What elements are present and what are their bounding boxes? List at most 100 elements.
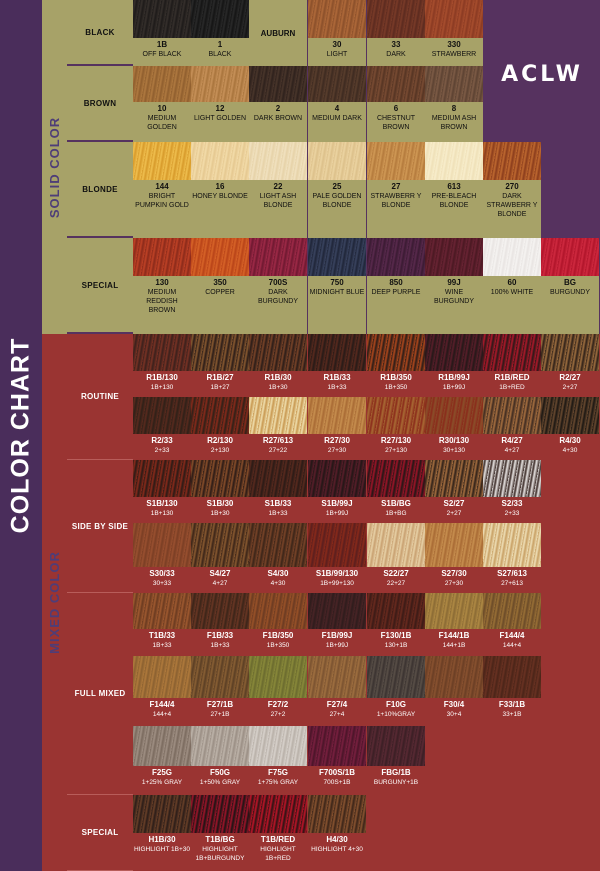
color-code: R1B/27	[206, 373, 234, 382]
color-code: F144/4	[149, 700, 175, 709]
color-swatch-cell: F27/2 27+2	[249, 656, 307, 726]
hair-swatch	[483, 523, 541, 567]
swatch-caption: T1B/33 1B+33	[133, 629, 191, 656]
color-code: F27/1B	[206, 700, 234, 709]
color-name: 2+33	[154, 447, 170, 454]
swatch-caption: R2/33 2+33	[133, 434, 191, 460]
color-swatch-cell: T1B/RED HIGHLIGHT 1B+RED	[249, 795, 307, 871]
hair-swatch	[133, 238, 191, 276]
color-swatch-cell: R2/33 2+33	[133, 397, 191, 460]
color-swatch-cell: S4/27 4+27	[191, 523, 249, 593]
color-swatch-cell: 1 BLACK	[191, 0, 249, 66]
hair-swatch	[191, 334, 249, 371]
hair-swatch	[367, 397, 425, 434]
hair-swatch	[483, 593, 541, 629]
swatch-caption: S27/30 27+30	[425, 567, 483, 593]
color-code: S1B/99/130	[315, 569, 359, 578]
color-swatch-cell: S22/27 22+27	[367, 523, 425, 593]
hair-swatch	[367, 0, 425, 38]
color-code: R2/130	[207, 436, 233, 445]
hair-swatch	[191, 397, 249, 434]
color-code: F1B/350	[262, 631, 294, 640]
color-name: STRAWBERR	[431, 51, 477, 58]
hair-swatch	[367, 238, 425, 276]
color-name: BLACK	[208, 51, 232, 58]
color-name: BURGUNY+1B	[373, 779, 419, 786]
color-swatch-cell: 2 DARK BROWN	[249, 66, 307, 142]
color-name: MEDIUM ASH BROWN	[431, 115, 477, 131]
color-swatch-cell: 30 LIGHT	[308, 0, 366, 66]
color-code: F75G	[267, 768, 288, 777]
swatch-caption: F50G 1+50% GRAY	[191, 766, 249, 795]
color-code: H4/30	[326, 835, 348, 844]
hair-swatch	[541, 334, 599, 371]
swatch-caption: 12 LIGHT GOLDEN	[191, 102, 249, 142]
group-label-special: SPECIAL	[67, 795, 133, 871]
color-name: LIGHT GOLDEN	[194, 115, 246, 122]
color-code: 30	[332, 40, 342, 49]
hair-swatch	[367, 656, 425, 698]
color-name: 130+1B	[384, 642, 408, 649]
hair-swatch	[308, 238, 366, 276]
swatch-caption: R27/613 27+22	[249, 434, 307, 460]
color-name: COPPER	[205, 289, 235, 296]
color-name: MEDIUM REDDISH BROWN	[146, 289, 178, 314]
hair-swatch	[191, 0, 249, 38]
color-code: 330	[447, 40, 461, 49]
swatch-caption: 10 MEDIUM GOLDEN	[133, 102, 191, 142]
color-swatch-cell: S1B/BG 1B+BG	[367, 460, 425, 523]
color-code: 130	[155, 278, 169, 287]
color-name: 27+30	[444, 580, 464, 587]
color-swatch-cell: T1B/BG HIGHLIGHT 1B+BURGUNDY	[191, 795, 249, 871]
color-swatch-cell: 130 MEDIUM REDDISH BROWN	[133, 238, 191, 334]
color-name: MEDIUM DARK	[312, 115, 362, 122]
color-code: 25	[332, 182, 342, 191]
color-code: R1B/RED	[494, 373, 530, 382]
mixed-color-label-text: MIXED COLOR	[47, 551, 63, 654]
color-name: 27+4	[329, 711, 345, 718]
swatch-caption: FBG/1B BURGUNY+1B	[367, 766, 425, 795]
color-name: 144+4	[502, 642, 522, 649]
color-code: 27	[391, 182, 401, 191]
color-swatch-cell: F144/4 144+4	[483, 593, 541, 656]
color-name: 1B+33	[152, 642, 172, 649]
color-swatch-cell: F130/1B 130+1B	[367, 593, 425, 656]
swatch-caption: 8 MEDIUM ASH BROWN	[425, 102, 483, 142]
swatch-caption: R30/130 30+130	[425, 434, 483, 460]
color-name: PALE GOLDEN BLONDE	[312, 193, 362, 209]
color-swatch-cell: R30/130 30+130	[425, 397, 483, 460]
color-swatch-cell: R4/27 4+27	[483, 397, 541, 460]
color-name: HIGHLIGHT 1B+RED	[260, 846, 296, 862]
swatch-caption: 16 HONEY BLONDE	[191, 180, 249, 238]
hair-swatch	[249, 523, 307, 567]
swatch-caption: F27/4 27+4	[308, 698, 366, 726]
color-name: 1+25% GRAY	[141, 779, 183, 786]
color-code: 1B	[156, 40, 168, 49]
hair-swatch	[425, 238, 483, 276]
swatch-caption: 700S DARK BURGUNDY	[249, 276, 307, 334]
hair-swatch	[249, 726, 307, 766]
color-swatch-cell: S2/27 2+27	[425, 460, 483, 523]
color-code: R27/130	[380, 436, 412, 445]
color-name: WINE BURGUNDY	[433, 289, 475, 305]
color-code: 99J	[447, 278, 461, 287]
hair-swatch	[367, 334, 425, 371]
hair-swatch	[249, 334, 307, 371]
color-swatch-cell: 750 MIDNIGHT BLUE	[308, 238, 366, 334]
swatch-caption: S1B/BG 1B+BG	[367, 497, 425, 523]
color-code: S27/30	[441, 569, 467, 578]
solid-color-label-text: SOLID COLOR	[47, 116, 62, 218]
color-name: 144+4	[152, 711, 172, 718]
hair-swatch	[249, 593, 307, 629]
brand-logo: ACLW	[501, 62, 583, 87]
color-code: 2	[275, 104, 281, 113]
swatch-caption: H4/30 HIGHLIGHT 4+30	[308, 833, 366, 871]
color-code: R1B/33	[323, 373, 351, 382]
color-swatch-cell: R1B/99J 1B+99J	[425, 334, 483, 397]
hair-swatch	[191, 460, 249, 497]
color-name: MIDNIGHT BLUE	[309, 289, 365, 296]
hair-swatch	[483, 397, 541, 434]
hair-swatch	[425, 334, 483, 371]
color-name: LIGHT ASH BLONDE	[259, 193, 297, 209]
color-code: F30/4	[443, 700, 465, 709]
